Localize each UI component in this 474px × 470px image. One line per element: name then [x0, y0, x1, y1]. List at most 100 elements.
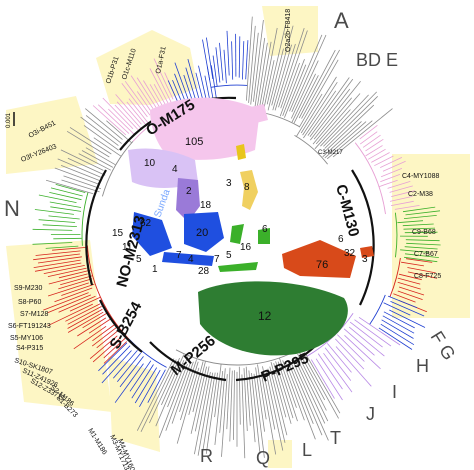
tree-branch	[153, 58, 174, 100]
tree-branch	[253, 19, 264, 102]
tree-branch	[312, 97, 353, 145]
count-18: 18	[200, 200, 212, 211]
tree-branch	[215, 47, 221, 83]
tree-branch	[214, 364, 222, 418]
tree-branch	[33, 253, 80, 261]
tree-branch	[134, 367, 158, 404]
count-3: 3	[226, 178, 232, 189]
tree-branch	[302, 81, 338, 136]
region-indochina	[176, 178, 200, 222]
tree-branch	[286, 364, 316, 440]
tree-branch	[106, 120, 132, 144]
tree-branch	[188, 361, 204, 416]
tree-branch	[103, 341, 127, 364]
tree-branch	[267, 368, 286, 443]
tree-branch	[69, 127, 112, 155]
tree-branch	[403, 227, 436, 230]
tree-branch	[359, 131, 378, 145]
tree-branch	[73, 325, 107, 350]
region-japan	[246, 104, 268, 124]
tree-branch	[43, 265, 85, 274]
tree-branch	[324, 96, 378, 149]
tree-branch	[114, 363, 144, 403]
tree-branch	[80, 116, 119, 146]
tree-branch	[38, 194, 77, 203]
tree-branch	[121, 82, 148, 118]
tree-branch	[397, 277, 421, 285]
tree-branch	[335, 338, 365, 370]
region-sumatra	[132, 212, 172, 256]
tree-branch	[77, 317, 107, 337]
tree-branch	[354, 319, 392, 347]
tree-branch	[344, 335, 381, 370]
tree-branch	[52, 247, 87, 251]
highlight-o1	[96, 30, 198, 105]
tree-branch	[89, 335, 118, 360]
tree-branch	[223, 49, 227, 84]
tree-branch	[404, 246, 438, 250]
tree-branch	[91, 327, 117, 347]
tree-branch	[179, 359, 197, 413]
tree-branch	[50, 187, 83, 197]
tree-branch	[85, 147, 116, 166]
highlight-o2	[262, 6, 318, 56]
count-62: 62	[140, 218, 152, 229]
region-java	[162, 252, 214, 266]
tree-branch	[272, 44, 292, 111]
tree-branch	[54, 287, 93, 303]
highlight-q	[268, 440, 292, 468]
tree-branch	[67, 306, 102, 325]
tree-branch	[88, 317, 113, 334]
tree-branch	[291, 34, 327, 113]
tree-branch	[313, 81, 361, 140]
tree-branch	[296, 356, 329, 422]
tree-branch	[48, 273, 88, 285]
tree-branch	[407, 267, 436, 274]
tree-branch	[165, 362, 191, 431]
tree-branch	[147, 369, 166, 403]
subclade-labels: O1b-P31 O1c-M110 O1a-F31 O2a2b-F8418 O3i…	[8, 9, 441, 470]
tree-branch	[390, 200, 414, 206]
sub-s6: S6-FT191243	[8, 323, 51, 330]
tree-branch	[176, 367, 200, 444]
tree-branch	[242, 41, 245, 80]
tree-branch	[114, 104, 140, 131]
haplogroup-l: L	[302, 440, 312, 460]
highlight-s	[6, 240, 112, 412]
tree-branch	[380, 174, 401, 183]
tree-branch	[246, 16, 253, 101]
tree-branch	[85, 115, 122, 144]
count-10: 10	[144, 158, 156, 169]
tree-branch	[337, 334, 365, 362]
tree-branch	[380, 157, 403, 168]
scale-bar-label: 0.001	[6, 112, 12, 128]
tree-branch	[49, 192, 82, 201]
count-28: 28	[198, 266, 210, 277]
tree-branch	[101, 350, 132, 384]
tree-branch	[47, 303, 93, 327]
tree-branch	[98, 342, 128, 372]
haplogroup-r: R	[200, 446, 213, 466]
tree-branch	[367, 148, 386, 160]
tree-branch	[406, 242, 441, 246]
tree-branch	[108, 108, 135, 135]
count-8: 8	[244, 182, 250, 193]
tree-branch	[219, 42, 224, 81]
haplogroup-a: A	[334, 8, 349, 33]
tree-branch	[266, 24, 287, 105]
tree-branch	[140, 359, 177, 432]
tree-branch	[382, 315, 415, 334]
tree-branch	[309, 78, 354, 138]
tree-branch	[404, 253, 439, 258]
count-7: 7	[176, 250, 182, 261]
tree-branch	[389, 185, 413, 193]
tree-branch	[119, 356, 144, 388]
tree-branch	[402, 206, 436, 213]
tree-branch	[161, 354, 185, 406]
region-maluku	[258, 228, 270, 244]
tree-branch	[294, 358, 326, 424]
tree-branch	[61, 283, 95, 296]
tree-branch	[323, 91, 377, 147]
